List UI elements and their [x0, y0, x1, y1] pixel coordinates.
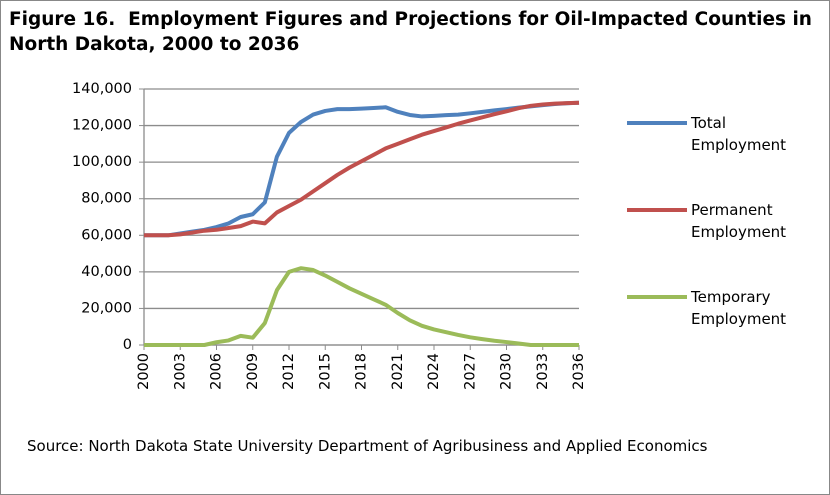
x-tick-label: 2030: [499, 353, 515, 390]
y-tick-label: 60,000: [81, 227, 132, 243]
y-tick-label: 140,000: [72, 81, 132, 97]
x-tick-label: 2033: [535, 353, 551, 390]
y-tick-label: 80,000: [81, 191, 132, 207]
plot: 0 20,000 40,000 60,000 80,000 100,000 120,000 1…: [72, 81, 687, 390]
y-tick-label: 100,000: [72, 154, 132, 170]
x-tick-label: 2006: [209, 353, 225, 390]
x-tick-label: 2024: [426, 353, 442, 390]
x-tick-label: 2012: [281, 353, 297, 390]
x-tick-label: 2003: [172, 353, 188, 390]
x-tick-label: 2027: [462, 353, 478, 390]
x-tick-label: 2036: [571, 353, 587, 390]
series-line: [144, 100, 580, 238]
source-note: Source: North Dakota State University De…: [27, 437, 708, 455]
y-tick-label: 20,000: [81, 300, 132, 316]
chart-title: Figure 16. Employment Figures and Projec…: [9, 9, 819, 55]
legend-label: Total Employment: [691, 114, 787, 154]
x-tick-label: 2009: [245, 353, 261, 390]
series-line: [144, 266, 579, 347]
legend-label: Permanent Employment: [691, 201, 787, 241]
x-tick-label: 2018: [354, 353, 370, 390]
x-tick-label: 2021: [390, 353, 406, 390]
y-tick-label: 120,000: [72, 118, 132, 134]
x-tick-label: 2000: [136, 353, 152, 390]
series-line: [144, 100, 580, 238]
x-tick-label: 2015: [317, 353, 333, 390]
y-tick-label: 40,000: [81, 264, 132, 280]
y-tick-label: 0: [123, 337, 132, 353]
legend-label: Temporary Employment: [691, 288, 787, 328]
